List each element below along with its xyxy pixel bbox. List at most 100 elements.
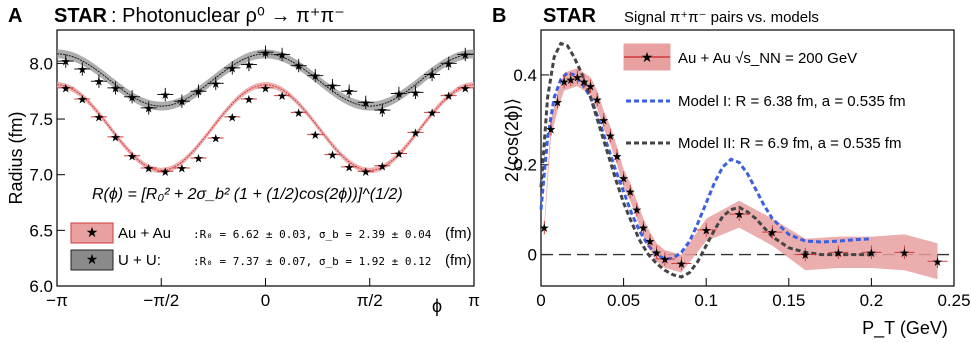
data-point-1-22: ★ [427,68,438,82]
data-point-0-1: ★ [77,93,88,107]
panel-a-xtick-label-3: π/2 [357,291,383,310]
b-data-point-7: ★ [585,80,596,94]
panel-b-xlabel: P_T (GeV) [862,318,948,339]
panel-b-experiment: STAR [543,5,597,27]
data-point-0-17: ★ [344,160,355,174]
panel-b-xtick-label-3: 0.15 [772,291,805,310]
b-data-point-13: ★ [625,185,636,199]
data-point-0-22: ★ [427,106,438,120]
legend-swatch-auau [70,222,114,244]
b-data-point-5: ★ [572,71,583,85]
panel-b-xtick-label-5: 0.25 [937,291,970,310]
panel-a-ytick-label-4: 8.0 [29,54,53,73]
b-data-point-3: ★ [559,75,570,89]
fit-curve-0 [56,84,475,171]
data-point-0-4: ★ [127,149,138,163]
b-data-point-0: ★ [539,221,550,235]
legend-unit-uu: (fm) [445,252,472,269]
panel-a-letter: A [8,5,22,27]
data-point-0-6: ★ [160,165,171,179]
data-point-1-23: ★ [443,57,454,71]
legend-star-data: ★ [641,49,654,65]
legend-label-model1: Model I: R = 6.38 fm, a = 0.535 fm [678,93,906,110]
legend-label-model2: Model II: R = 6.9 fm, a = 0.535 fm [678,135,901,152]
data-point-0-10: ★ [227,110,238,124]
b-data-point-22: ★ [767,226,778,240]
model-curve-1 [539,70,872,261]
b-data-point-10: ★ [605,129,616,143]
panel-a-experiment: STAR [54,5,108,27]
panel-b-xtick-label-1: 0.05 [607,291,640,310]
panel-a-xtick-label-2: 0 [261,291,270,310]
data-point-0-8: ★ [193,152,204,166]
data-point-0-9: ★ [210,131,221,145]
legend-label-data: Au + Au √s_NN = 200 GeV [678,50,857,67]
panel-a-title: : Photonuclear ρ⁰ → π⁺π⁻ [111,5,345,27]
panel-b-ytick-label-0: 0 [528,246,537,265]
data-point-1-1: ★ [77,62,88,76]
legend-star-auau: ★ [86,224,99,240]
b-data-point-2: ★ [552,95,563,109]
b-data-point-9: ★ [598,113,609,127]
data-point-1-3: ★ [110,81,121,95]
legend-label-uu: U + U: [118,252,161,269]
b-data-point-11: ★ [612,149,623,163]
data-point-0-21: ★ [410,126,421,140]
panel-b-ytick-label-2: 0.4 [513,66,537,85]
panel-b-plot: 00.20.40 0.05 0.1 0.15 0.2 0.25★★★★★★★★★★★★★★… [513,41,971,310]
legend-swatch-uu [70,249,114,271]
data-point-1-4: ★ [127,90,138,104]
data-point-0-13: ★ [277,89,288,103]
data-point-1-24: ★ [460,48,471,62]
panel-b-ytick-label-1: 0.2 [513,156,537,175]
b-data-point-6: ★ [579,75,590,89]
data-point-1-8: ★ [193,85,204,99]
data-point-0-24: ★ [460,81,471,95]
b-data-point-12: ★ [618,172,629,186]
b-data-point-8: ★ [592,93,603,107]
b-data-point-21: ★ [734,208,745,222]
legend-fit-uu: :R₀ = 7.37 ± 0.07, σ_b = 1.92 ± 0.12 [193,255,431,268]
panel-b-legend: ★ Au + Au √s_NN = 200 GeV Model I: R = 6… [623,43,906,152]
data-point-0-2: ★ [94,110,105,124]
data-point-0-3: ★ [110,130,121,144]
panel-b-letter: B [492,5,506,27]
data-point-1-0: ★ [60,55,71,69]
data-point-0-16: ★ [327,148,338,162]
data-point-0-5: ★ [143,162,154,176]
data-point-0-12: ★ [260,81,271,95]
panel-a-xtick-label-4: π [468,291,480,310]
b-data-point-25: ★ [866,246,877,260]
panel-a-xtick-label-1: −π/2 [143,291,179,310]
data-point-1-16: ★ [327,79,338,93]
data-point-0-14: ★ [293,106,304,120]
data-point-1-19: ★ [377,104,388,118]
model-curve-2 [539,41,872,279]
b-data-point-16: ★ [645,235,656,249]
panel-b-xtick-label-2: 0.1 [694,291,718,310]
panel-a-ylabel: Radius (fm) [6,111,26,204]
data-point-1-2: ★ [94,75,105,89]
data-point-0-20: ★ [394,147,405,161]
b-data-point-17: ★ [651,246,662,260]
data-point-0-19: ★ [377,159,388,173]
data-point-1-17: ★ [344,85,355,99]
b-data-point-18: ★ [660,253,671,267]
b-data-point-20: ★ [701,223,712,237]
data-point-1-11: ★ [244,58,255,72]
panel-a-xlabel: ϕ [432,296,442,316]
panel-a-legend: ★ Au + Au :R₀ = 6.62 ± 0.03, σ_b = 2.39 … [70,222,472,271]
b-data-point-15: ★ [638,221,649,235]
b-data-point-27: ★ [932,255,943,269]
panel-b-xtick-label-4: 0.2 [860,291,884,310]
b-data-point-26: ★ [899,246,910,260]
panel-b-title: Signal π⁺π⁻ pairs vs. models [624,9,819,26]
legend-unit-auau: (fm) [445,225,472,242]
data-point-1-7: ★ [176,95,187,109]
b-data-point-24: ★ [833,246,844,260]
panel-a-plot: 6.06.57.07.58.0−π −π/2 0 π/2 π★★★★★★ ★ ★★★★★★★… [29,45,480,310]
legend-star-uu: ★ [86,251,99,267]
b-data-point-1: ★ [546,122,557,136]
data-point-1-13: ★ [277,48,288,62]
